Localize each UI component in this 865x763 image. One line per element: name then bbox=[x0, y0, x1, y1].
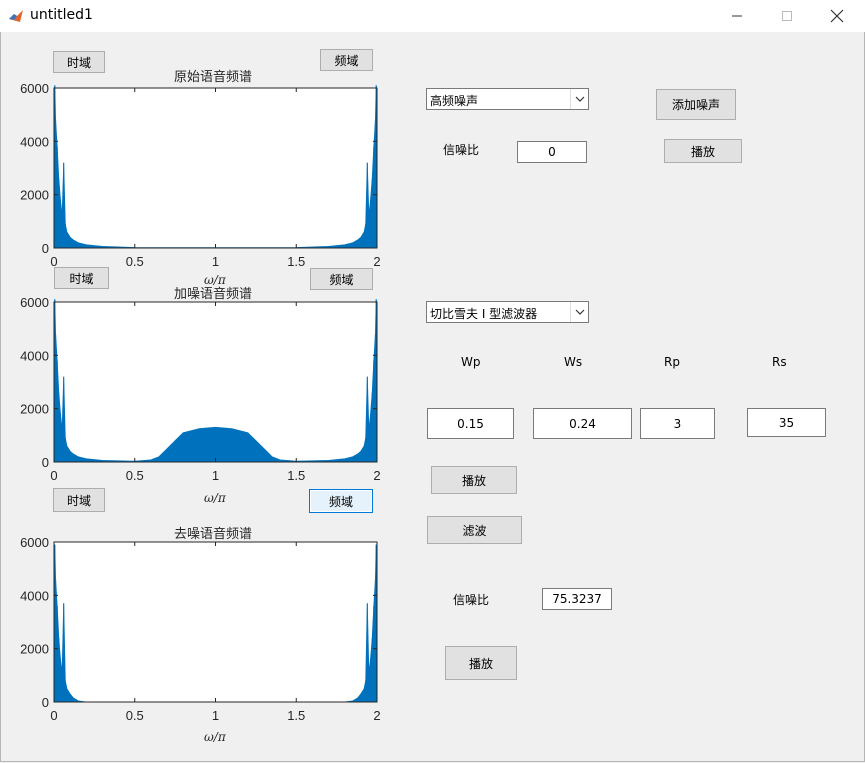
y-tick-label: 2000 bbox=[20, 642, 49, 657]
xlabel-noisy: ω/π bbox=[204, 491, 226, 505]
add-noise-button[interactable]: 添加噪声 bbox=[656, 89, 736, 120]
freq-domain-button-1[interactable]: 频域 bbox=[320, 49, 373, 71]
x-tick-label: 1 bbox=[212, 708, 219, 723]
plot-area bbox=[54, 88, 377, 248]
filter-type-value: 切比雪夫 I 型滤波器 bbox=[430, 307, 538, 321]
rs-label: Rs bbox=[772, 355, 787, 369]
rp-input[interactable]: 3 bbox=[640, 408, 715, 439]
maximize-button[interactable] bbox=[764, 0, 810, 32]
xlabel-original: ω/π bbox=[204, 273, 226, 287]
ws-input[interactable]: 0.24 bbox=[533, 408, 632, 439]
y-tick-label: 2000 bbox=[20, 188, 49, 203]
minimize-icon bbox=[732, 15, 742, 17]
x-tick-label: 0.5 bbox=[126, 468, 144, 483]
plot-title-noisy: 加噪语音频谱 bbox=[174, 287, 253, 302]
time-domain-button-1[interactable]: 时域 bbox=[53, 51, 105, 73]
title-bar: untitled1 bbox=[0, 0, 865, 32]
plot-title-denoised: 去噪语音频谱 bbox=[174, 527, 253, 542]
rs-input[interactable]: 35 bbox=[747, 408, 826, 437]
x-tick-label: 1.5 bbox=[287, 468, 305, 483]
y-tick-label: 6000 bbox=[20, 296, 49, 310]
y-tick-label: 0 bbox=[42, 695, 49, 710]
freq-domain-button-3[interactable]: 频域 bbox=[309, 489, 373, 513]
noisy-spectrum-plot: 0 0.5 1 1.5 2 0 2000 4000 6000 bbox=[20, 296, 381, 483]
close-button[interactable] bbox=[814, 0, 860, 32]
matlab-icon bbox=[9, 10, 23, 22]
x-tick-label: 1 bbox=[212, 254, 219, 269]
wp-label: Wp bbox=[461, 355, 481, 369]
snr-result-field: 75.3237 bbox=[542, 588, 612, 610]
x-tick-label: 2 bbox=[373, 468, 380, 483]
y-tick-label: 2000 bbox=[20, 402, 49, 417]
rp-label: Rp bbox=[664, 355, 680, 369]
ws-label: Ws bbox=[564, 355, 583, 369]
y-tick-label: 0 bbox=[42, 241, 49, 256]
minimize-button[interactable] bbox=[714, 0, 760, 32]
snr-input[interactable]: 0 bbox=[517, 141, 587, 163]
x-tick-label: 0 bbox=[50, 468, 57, 483]
freq-domain-button-2[interactable]: 频域 bbox=[310, 268, 373, 290]
time-domain-button-2[interactable]: 时域 bbox=[54, 267, 109, 289]
y-tick-label: 4000 bbox=[20, 588, 49, 603]
x-tick-label: 0 bbox=[50, 254, 57, 269]
x-tick-label: 0 bbox=[50, 708, 57, 723]
y-tick-label: 0 bbox=[42, 455, 49, 470]
window-title: untitled1 bbox=[30, 7, 93, 23]
x-tick-label: 2 bbox=[373, 254, 380, 269]
x-tick-label: 0.5 bbox=[126, 254, 144, 269]
x-tick-label: 2 bbox=[373, 708, 380, 723]
original-spectrum-plot: 0 0.5 1 1.5 2 0 2000 4000 6000 bbox=[20, 82, 381, 269]
maximize-icon bbox=[782, 11, 792, 21]
noise-type-select[interactable]: 高频噪声 bbox=[426, 88, 589, 110]
denoised-spectrum-plot: 0 0.5 1 1.5 2 0 2000 4000 6000 bbox=[20, 536, 381, 723]
close-icon bbox=[830, 9, 844, 23]
y-tick-label: 4000 bbox=[20, 134, 49, 149]
play-button-3[interactable]: 播放 bbox=[445, 646, 517, 680]
filter-button[interactable]: 滤波 bbox=[427, 516, 522, 544]
y-tick-label: 6000 bbox=[20, 536, 49, 550]
snr-result-label: 信噪比 bbox=[453, 593, 490, 607]
x-tick-label: 1.5 bbox=[287, 254, 305, 269]
chevron-down-icon bbox=[570, 302, 588, 322]
x-tick-label: 1.5 bbox=[287, 708, 305, 723]
y-tick-label: 6000 bbox=[20, 82, 49, 96]
x-tick-label: 1 bbox=[212, 468, 219, 483]
snr-label: 信噪比 bbox=[443, 143, 480, 157]
y-tick-label: 4000 bbox=[20, 348, 49, 363]
plot-title-original: 原始语音频谱 bbox=[174, 70, 253, 85]
play-button-1[interactable]: 播放 bbox=[664, 139, 742, 163]
filter-type-select[interactable]: 切比雪夫 I 型滤波器 bbox=[426, 301, 589, 323]
x-tick-label: 0.5 bbox=[126, 708, 144, 723]
wp-input[interactable]: 0.15 bbox=[427, 408, 514, 439]
chevron-down-icon bbox=[570, 89, 588, 109]
play-button-2[interactable]: 播放 bbox=[431, 466, 517, 494]
xlabel-denoised: ω/π bbox=[204, 730, 226, 744]
noise-type-value: 高频噪声 bbox=[430, 94, 479, 108]
time-domain-button-3[interactable]: 时域 bbox=[53, 488, 105, 512]
plot-area bbox=[54, 542, 377, 702]
